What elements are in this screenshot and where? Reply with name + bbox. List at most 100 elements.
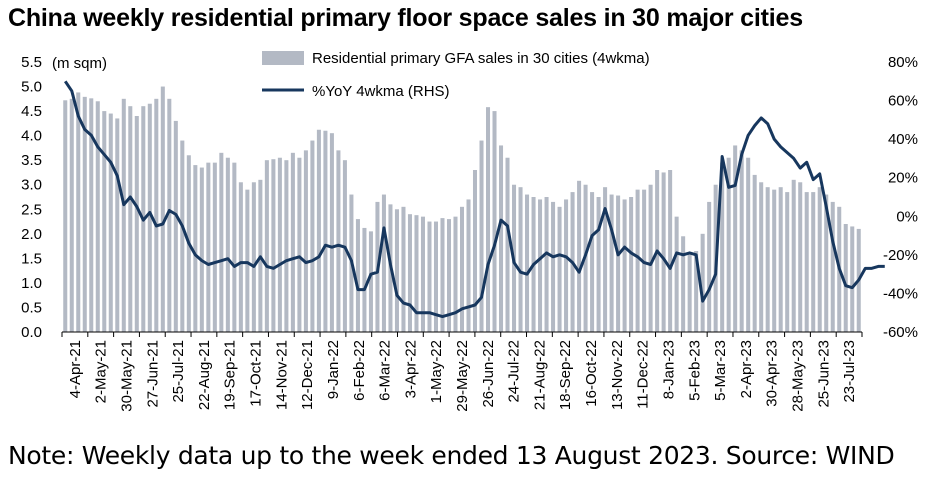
bar [564, 199, 569, 332]
bar [544, 197, 549, 332]
x-tick-label: 21-Aug-22 [531, 340, 548, 410]
bar [700, 233, 705, 332]
bar [206, 162, 211, 332]
x-tick-label: 25-Jun-23 [815, 340, 832, 408]
y2-tick-label: 80% [888, 54, 918, 71]
bar [167, 98, 172, 332]
x-tick-label: 27-Jun-21 [144, 340, 161, 408]
bar [557, 206, 562, 332]
bar [681, 236, 686, 332]
x-tick-label: 19-Sep-21 [222, 340, 239, 410]
bar [459, 206, 465, 332]
bar [446, 219, 452, 332]
bar [440, 218, 445, 332]
bar [733, 145, 738, 332]
bar [264, 160, 269, 332]
bar [173, 120, 178, 332]
bar [850, 226, 855, 332]
bar [674, 216, 679, 332]
x-tick-label: 6-Mar-22 [377, 340, 394, 401]
bar [479, 140, 484, 332]
bar [212, 162, 217, 332]
x-tick-label: 6-Feb-22 [351, 340, 368, 401]
x-tick-label: 12-Dec-21 [299, 340, 316, 410]
x-tick-label: 5-Mar-23 [712, 340, 729, 401]
bar [720, 162, 725, 332]
bar [180, 140, 185, 332]
x-tick-label: 23-Jul-23 [841, 340, 858, 403]
bar [121, 98, 126, 332]
bar [629, 197, 634, 332]
bar [609, 194, 614, 332]
bar [193, 165, 198, 332]
bar [759, 182, 764, 332]
bar [551, 201, 556, 332]
bar [82, 96, 87, 332]
bar [739, 150, 744, 332]
bar [147, 103, 152, 332]
bar [303, 150, 308, 332]
y-tick-label: 3.5 [21, 152, 42, 169]
bar [290, 152, 295, 332]
legend-bar-swatch [262, 51, 304, 65]
x-tick-label: 26-Jun-22 [480, 340, 497, 408]
bar [362, 227, 367, 332]
y2-tick-label: 60% [888, 93, 918, 110]
bar [134, 116, 139, 332]
x-tick-label: 2-Apr-23 [738, 340, 755, 398]
x-tick-label: 30-May-21 [119, 340, 136, 412]
legend: Residential primary GFA sales in 30 citi… [262, 50, 650, 100]
bar [310, 140, 315, 332]
x-tick-label: 24-Jul-22 [506, 340, 523, 403]
bar [271, 159, 276, 332]
bar [466, 199, 471, 332]
bar [622, 199, 627, 332]
bar [414, 215, 419, 332]
bar [687, 252, 692, 332]
legend-bar-label: Residential primary GFA sales in 30 citi… [312, 50, 650, 67]
y2-tick-label: 0% [896, 208, 918, 225]
bar [284, 160, 289, 332]
bar [635, 189, 640, 332]
bar [590, 192, 595, 332]
yoy-line-series [64, 80, 885, 319]
bar [596, 197, 601, 332]
bar [219, 152, 224, 332]
bar [791, 179, 796, 332]
y-tick-label: 5.5 [21, 54, 42, 71]
bar [772, 189, 777, 332]
bar [336, 150, 341, 332]
bar [95, 101, 100, 333]
bar [407, 214, 412, 332]
bar [355, 219, 360, 332]
y-tick-label: 4.0 [21, 128, 42, 145]
bar [778, 187, 783, 332]
bar [505, 157, 510, 332]
x-tick-label: 9-Jan-22 [325, 340, 342, 399]
bar [102, 111, 107, 332]
x-tick-label: 14-Nov-21 [273, 340, 290, 410]
x-tick-label: 8-Jan-23 [660, 340, 677, 399]
bar [746, 157, 751, 332]
y-tick-label: 2.5 [21, 201, 42, 218]
bar [752, 174, 757, 332]
y2-tick-label: -60% [883, 324, 918, 341]
bar [225, 157, 230, 332]
bar [492, 111, 497, 332]
bar [63, 100, 68, 332]
bar [401, 206, 406, 332]
bar [486, 107, 491, 332]
x-tick-label: 25-Jul-21 [170, 340, 187, 403]
bar [726, 157, 731, 332]
source-note: Note: Weekly data up to the week ended 1… [8, 441, 895, 470]
bar [251, 182, 256, 332]
bar [381, 194, 386, 332]
bar [648, 184, 653, 332]
x-tick-label: 30-Apr-23 [764, 340, 781, 407]
bar [368, 231, 373, 332]
bar [694, 251, 699, 332]
bar [811, 192, 816, 332]
axis-lines [61, 331, 863, 337]
bar [765, 187, 770, 332]
bar [798, 182, 803, 332]
